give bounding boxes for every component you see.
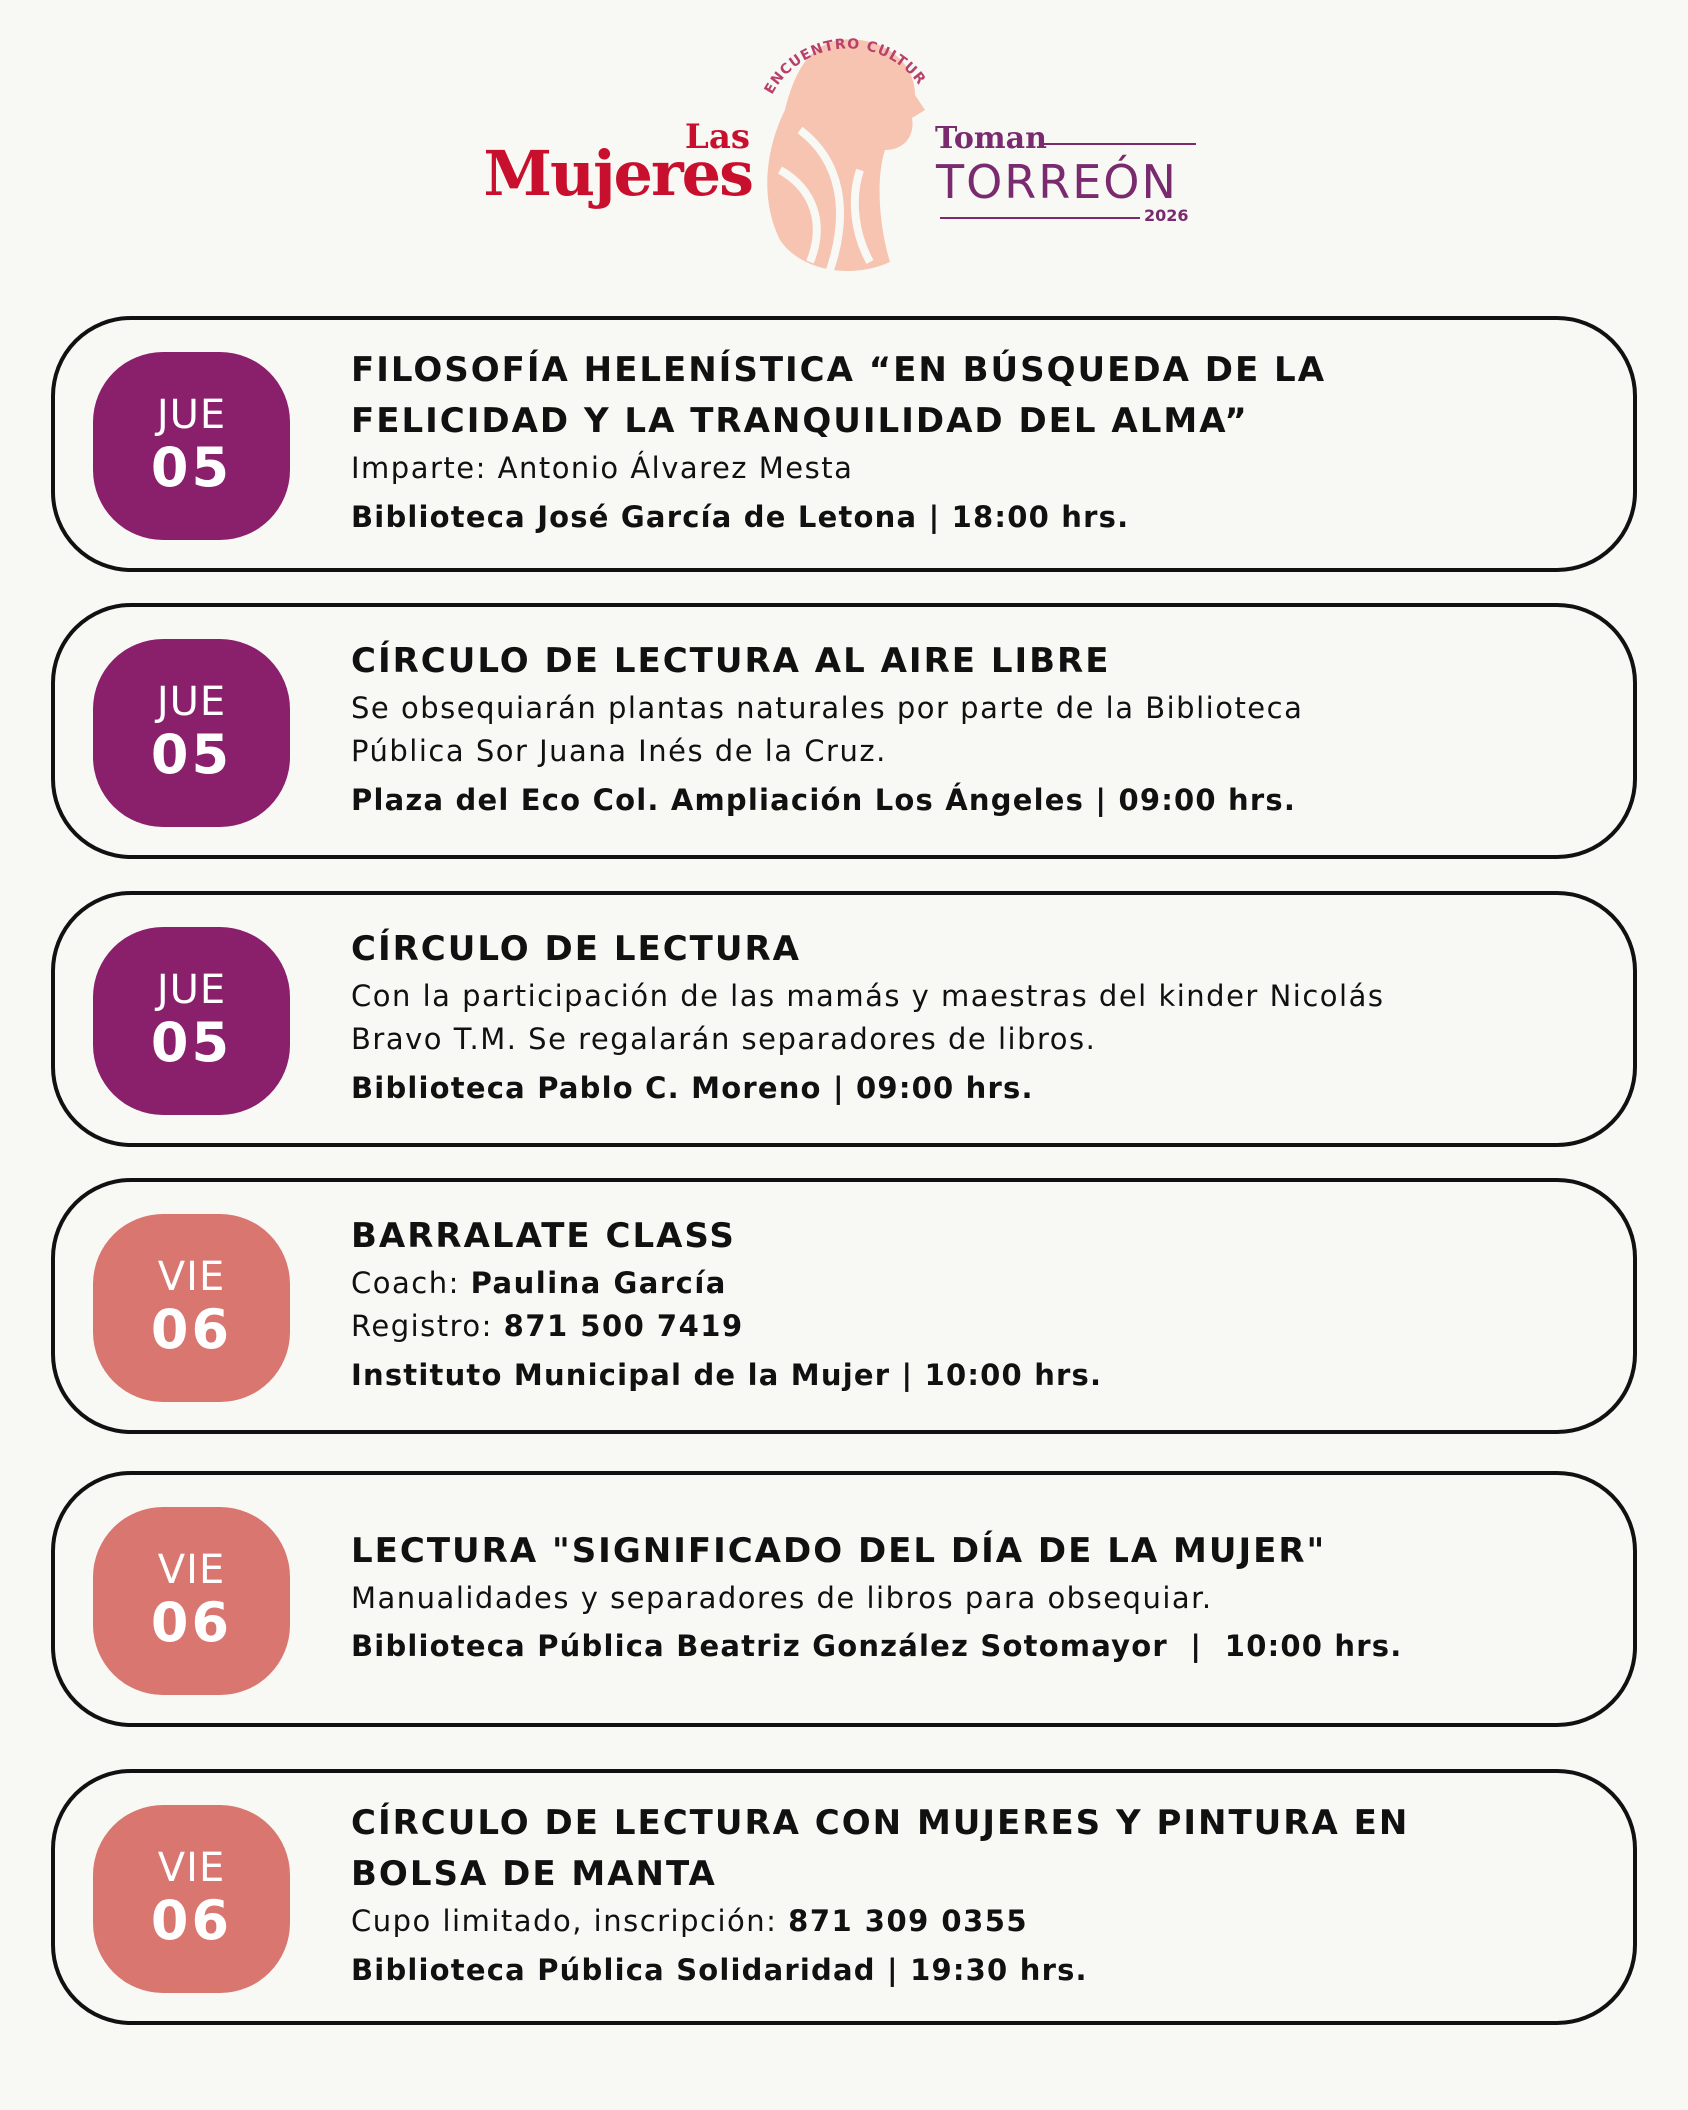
date-badge: VIE 06: [93, 1214, 290, 1402]
date: 05: [150, 435, 233, 499]
event-venue: Plaza del Eco Col. Ampliación Los Ángele…: [351, 782, 1297, 817]
day: JUE: [156, 678, 227, 725]
event-title: FILOSOFÍA HELENÍSTICA “EN BÚSQUEDA DE LA…: [351, 350, 1327, 442]
logo-toman: Toman: [935, 121, 1047, 156]
event-card: VIE 06 CÍRCULO DE LECTURA CON MUJERES Y PI…: [51, 1769, 1637, 2025]
detail-label: Se obsequiarán plantas naturales por par…: [351, 690, 1304, 769]
event-detail: Manualidades y separadores de libros par…: [351, 1577, 1411, 1621]
detail-label: Con la participación de las mamás y maes…: [351, 978, 1385, 1057]
detail-label: Coach:: [351, 1265, 460, 1300]
day: VIE: [157, 1844, 226, 1891]
event-venue: Instituto Municipal de la Mujer | 10:00 …: [351, 1357, 1103, 1392]
detail-value: 871 500 7419: [503, 1309, 744, 1344]
detail-label: Manualidades y separadores de libros par…: [351, 1580, 1213, 1615]
detail-label: Registro:: [351, 1309, 493, 1344]
date: 05: [150, 722, 233, 786]
date: 06: [150, 1888, 233, 1952]
event-card: JUE 05 FILOSOFÍA HELENÍSTICA “EN BÚSQUEDA …: [51, 316, 1637, 572]
date-badge: VIE 06: [93, 1507, 290, 1695]
date-badge: JUE 05: [93, 927, 290, 1115]
event-body: CÍRCULO DE LECTURA CON MUJERES Y PINTURA…: [351, 1773, 1551, 2021]
date-badge: VIE 06: [93, 1805, 290, 1993]
event-card: VIE 06 BARRALATE CLASS Coach: Paulina Garcí…: [51, 1178, 1637, 1434]
event-title: CÍRCULO DE LECTURA: [351, 928, 801, 969]
logo: ENCUENTRO CULTURAL Las Mujeres Toman TOR…: [0, 0, 1196, 272]
event-title: LECTURA "SIGNIFICADO DEL DÍA DE LA MUJER…: [351, 1530, 1327, 1571]
event-detail: Coach: Paulina García: [351, 1262, 1411, 1306]
date-badge: JUE 05: [93, 639, 290, 827]
event-title: BARRALATE CLASS: [351, 1215, 736, 1256]
date: 06: [150, 1297, 233, 1361]
date-badge: JUE 05: [93, 352, 290, 540]
date: 06: [150, 1590, 233, 1654]
event-title: CÍRCULO DE LECTURA CON MUJERES Y PINTURA…: [351, 1803, 1410, 1895]
date: 05: [150, 1010, 233, 1074]
day: VIE: [157, 1546, 226, 1593]
event-venue: Biblioteca José García de Letona | 18:00…: [351, 499, 1130, 534]
event-body: CÍRCULO DE LECTURA Con la participación d…: [351, 895, 1551, 1143]
day: VIE: [157, 1253, 226, 1300]
event-detail: Registro: 871 500 7419: [351, 1305, 1411, 1349]
event-card: JUE 05 CÍRCULO DE LECTURA Con la participac…: [51, 891, 1637, 1147]
event-detail: Se obsequiarán plantas naturales por par…: [351, 687, 1411, 774]
day: JUE: [156, 966, 227, 1013]
event-title: CÍRCULO DE LECTURA AL AIRE LIBRE: [351, 640, 1111, 681]
event-detail: Con la participación de las mamás y maes…: [351, 975, 1411, 1062]
logo-mujeres: Mujeres: [483, 137, 752, 210]
event-detail: Cupo limitado, inscripción: 871 309 0355: [351, 1900, 1411, 1944]
event-card: VIE 06 LECTURA "SIGNIFICADO DEL DÍA DE LA …: [51, 1471, 1637, 1727]
detail-label: Imparte: Antonio Álvarez Mesta: [351, 451, 854, 486]
detail-value: Paulina García: [470, 1265, 727, 1300]
event-body: LECTURA "SIGNIFICADO DEL DÍA DE LA MUJER…: [351, 1475, 1551, 1723]
logo-city: TORREÓN: [935, 155, 1178, 209]
event-venue: Biblioteca Pablo C. Moreno | 09:00 hrs.: [351, 1070, 1034, 1105]
arc-text: ENCUENTRO CULTURAL: [0, 0, 929, 97]
detail-value: 871 309 0355: [788, 1904, 1029, 1939]
event-venue: Biblioteca Pública Beatriz González Soto…: [351, 1629, 1403, 1664]
day: JUE: [156, 391, 227, 438]
detail-label: Cupo limitado, inscripción:: [351, 1904, 778, 1939]
logo-year: 2026: [1144, 206, 1189, 225]
logo-las: Las: [685, 117, 750, 157]
arc-text-path: ENCUENTRO CULTURAL: [0, 0, 928, 97]
face: [767, 39, 925, 272]
event-detail: Imparte: Antonio Álvarez Mesta: [351, 447, 1411, 491]
event-venue: Biblioteca Pública Solidaridad | 19:30 h…: [351, 1952, 1088, 1987]
event-card: JUE 05 CÍRCULO DE LECTURA AL AIRE LIBRE Se …: [51, 603, 1637, 859]
event-body: BARRALATE CLASS Coach: Paulina García Regi…: [351, 1182, 1551, 1430]
event-body: CÍRCULO DE LECTURA AL AIRE LIBRE Se obseq…: [351, 607, 1551, 855]
event-body: FILOSOFÍA HELENÍSTICA “EN BÚSQUEDA DE LA…: [351, 320, 1551, 568]
